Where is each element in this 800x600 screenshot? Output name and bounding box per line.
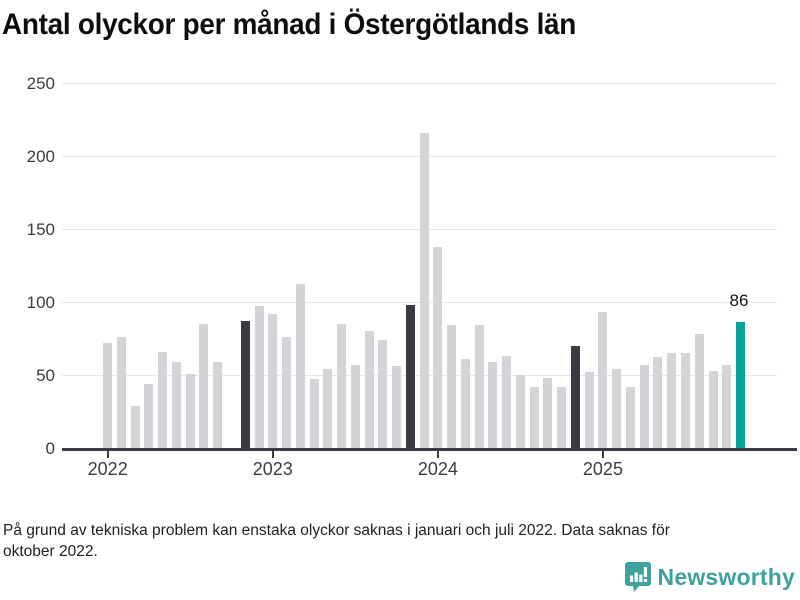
x-axis-line xyxy=(62,448,797,451)
footnote-line-1: På grund av tekniska problem kan enstaka… xyxy=(3,522,670,539)
bar-value-label: 86 xyxy=(726,291,752,312)
bar-2022-03 xyxy=(130,405,140,448)
bar-2025-08 xyxy=(694,334,704,448)
bar-2023-09 xyxy=(378,339,388,448)
y-axis-tick-label: 0 xyxy=(45,438,55,458)
chart-title: Antal olyckor per månad i Östergötlands … xyxy=(2,8,577,41)
bar-2023-08 xyxy=(364,331,374,448)
bar-2022-01 xyxy=(103,342,113,448)
gridline xyxy=(62,83,777,84)
bar-2023-10 xyxy=(392,366,402,448)
bar-2024-07 xyxy=(515,375,525,448)
bar-2022-05 xyxy=(158,351,168,448)
bar-2022-09 xyxy=(213,361,223,448)
y-axis-tick-label: 50 xyxy=(36,365,55,385)
bar-2024-11 xyxy=(570,345,580,448)
y-axis-tick-label: 200 xyxy=(26,146,55,166)
footnote: På grund av tekniska problem kan enstaka… xyxy=(3,521,783,562)
bar-2025-09 xyxy=(708,370,718,448)
bar-2025-02 xyxy=(612,369,622,448)
bar-2023-07 xyxy=(350,364,360,448)
bar-2022-07 xyxy=(185,373,195,448)
x-axis-tick-label: 2022 xyxy=(87,459,128,479)
bar-2023-04 xyxy=(309,379,319,448)
x-axis-tick xyxy=(106,451,109,458)
y-axis-tick-label: 250 xyxy=(26,73,55,93)
bar-2024-08 xyxy=(529,386,539,448)
bar-2024-12 xyxy=(584,372,594,448)
bar-2022-02 xyxy=(116,337,126,448)
y-axis-tick-label: 100 xyxy=(26,292,55,312)
bar-2025-03 xyxy=(625,386,635,448)
x-axis-tick xyxy=(271,451,274,458)
gridline xyxy=(62,229,777,230)
bar-2024-02 xyxy=(447,325,457,448)
bar-2023-11 xyxy=(405,304,415,448)
bar-2025-07 xyxy=(680,353,690,448)
gridline xyxy=(62,375,777,376)
bar-2024-10 xyxy=(557,386,567,448)
bar-2023-12 xyxy=(419,132,429,448)
x-axis-tick-label: 2023 xyxy=(252,459,293,479)
bar-2024-06 xyxy=(502,356,512,448)
bar-2022-04 xyxy=(144,383,154,448)
bar-2022-06 xyxy=(171,361,181,448)
bar-2025-05 xyxy=(653,357,663,448)
gridline xyxy=(62,302,777,303)
x-axis-tick-label: 2025 xyxy=(582,459,623,479)
bar-2023-05 xyxy=(323,369,333,448)
bar-2025-11 xyxy=(736,322,746,448)
newsworthy-logo: Newsworthy xyxy=(624,561,795,593)
bar-2023-06 xyxy=(337,323,347,448)
bar-2024-03 xyxy=(460,358,470,448)
footnote-line-2: oktober 2022. xyxy=(3,542,98,560)
x-axis-tick xyxy=(436,451,439,458)
bar-2022-12 xyxy=(254,306,264,448)
newsworthy-bubble-chart-icon xyxy=(624,562,651,592)
y-axis-tick-label: 150 xyxy=(26,219,55,239)
x-axis-tick-label: 2024 xyxy=(417,459,458,479)
bar-2024-01 xyxy=(433,246,443,448)
bar-2023-01 xyxy=(268,313,278,448)
bar-2025-04 xyxy=(639,364,649,448)
bar-2025-01 xyxy=(598,312,608,448)
bar-2025-06 xyxy=(667,353,677,448)
bar-2025-10 xyxy=(722,364,732,448)
bar-2023-02 xyxy=(282,337,292,448)
x-axis-tick xyxy=(601,451,604,458)
bar-2022-11 xyxy=(240,320,250,448)
newsworthy-wordmark: Newsworthy xyxy=(657,563,795,590)
bar-2024-04 xyxy=(474,325,484,448)
gridline xyxy=(62,156,777,157)
bar-2022-08 xyxy=(199,323,209,448)
bar-2024-05 xyxy=(488,361,498,448)
bar-2023-03 xyxy=(295,284,305,448)
bar-2024-09 xyxy=(543,377,553,448)
